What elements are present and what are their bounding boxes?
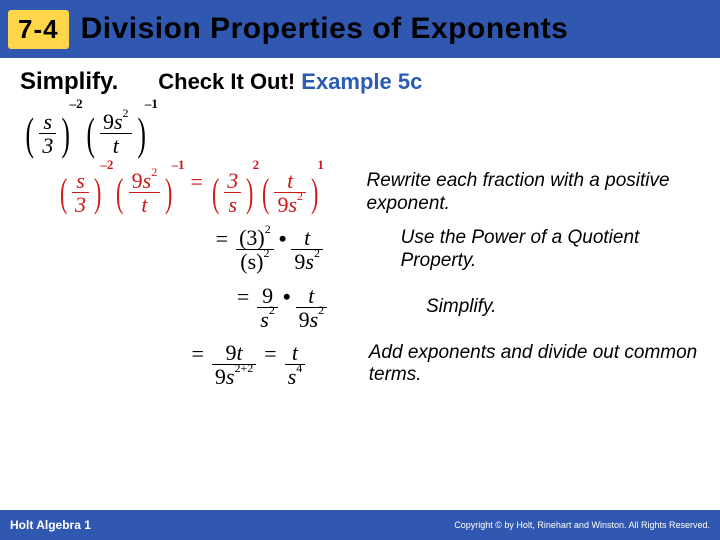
step-2: = (3)2(s)2 • t9s2 Use the Power of a Quo… xyxy=(20,226,700,273)
step-3-explain: Simplify. xyxy=(420,296,496,319)
step-3: = 9s2 • t9s2 Simplify. xyxy=(20,284,700,331)
footer-left: Holt Algebra 1 xyxy=(10,518,91,532)
math-area: ( s3 ) –2 ( 9s2t ) –1 ( s3 ) –2 xyxy=(20,110,700,388)
footer-right: Copyright © by Holt, Rinehart and Winsto… xyxy=(454,520,710,530)
step-1: ( s3 ) –2 ( 9s2t ) –1 = ( 3s ) 2 xyxy=(20,169,700,216)
check-it-black: Check It Out! xyxy=(158,69,295,94)
step-2-explain: Use the Power of a Quotient Property. xyxy=(395,227,700,273)
original-expression: ( s3 ) –2 ( 9s2t ) –1 xyxy=(22,110,158,157)
simplify-label: Simplify. xyxy=(20,68,118,96)
header-title: Division Properties of Exponents xyxy=(81,12,569,46)
step-4: = 9t9s2+2 = ts4 Add exponents and divide… xyxy=(20,341,700,388)
step-4-explain: Add exponents and divide out common term… xyxy=(363,342,700,388)
section-number-box: 7-4 xyxy=(8,10,69,49)
header-bar: 7-4 Division Properties of Exponents xyxy=(0,0,720,58)
check-it-out: Check It Out! Example 5c xyxy=(158,69,422,95)
step-1-explain: Rewrite each fraction with a positive ex… xyxy=(360,170,700,216)
top-row: Simplify. Check It Out! Example 5c xyxy=(20,68,700,96)
check-it-blue: Example 5c xyxy=(301,69,422,94)
footer-bar: Holt Algebra 1 Copyright © by Holt, Rine… xyxy=(0,510,720,540)
content-area: Simplify. Check It Out! Example 5c ( s3 … xyxy=(0,58,720,498)
